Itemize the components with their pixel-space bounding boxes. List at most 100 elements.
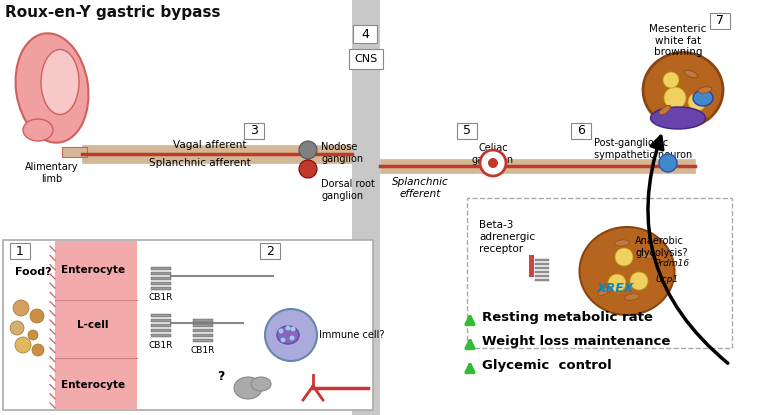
Text: 2: 2 xyxy=(266,244,274,257)
Text: Food?: Food? xyxy=(15,267,51,277)
FancyBboxPatch shape xyxy=(244,123,264,139)
Text: Splanchnic
efferent: Splanchnic efferent xyxy=(392,177,449,199)
Bar xyxy=(151,266,171,269)
Bar xyxy=(535,266,549,269)
Ellipse shape xyxy=(277,326,299,344)
Text: ?: ? xyxy=(217,369,225,383)
Circle shape xyxy=(291,327,295,332)
Circle shape xyxy=(659,154,677,172)
Bar xyxy=(82,145,352,163)
Text: Anaerobic
glycolysis?: Anaerobic glycolysis? xyxy=(635,236,687,258)
Circle shape xyxy=(28,330,38,340)
FancyBboxPatch shape xyxy=(10,243,30,259)
Bar xyxy=(151,318,171,322)
Text: CB1R: CB1R xyxy=(191,346,216,354)
Circle shape xyxy=(663,72,679,88)
Bar xyxy=(151,334,171,337)
Text: Celiac
ganglion: Celiac ganglion xyxy=(472,143,514,165)
Ellipse shape xyxy=(698,87,712,93)
FancyBboxPatch shape xyxy=(353,25,377,43)
Bar xyxy=(193,329,213,332)
Circle shape xyxy=(281,337,285,342)
FancyBboxPatch shape xyxy=(710,13,730,29)
Text: 3: 3 xyxy=(250,124,258,137)
FancyBboxPatch shape xyxy=(457,123,477,139)
Bar xyxy=(535,274,549,277)
Circle shape xyxy=(10,321,24,335)
Text: L-cell: L-cell xyxy=(77,320,109,330)
Text: 5: 5 xyxy=(463,124,471,137)
Circle shape xyxy=(299,141,317,159)
Bar xyxy=(151,286,171,290)
Circle shape xyxy=(289,335,295,340)
Ellipse shape xyxy=(614,240,630,246)
Bar xyxy=(193,339,213,342)
Text: Post-ganglionic
sympathetic neuron: Post-ganglionic sympathetic neuron xyxy=(594,138,693,160)
Text: Glycemic  control: Glycemic control xyxy=(482,359,612,371)
Text: Prdm16: Prdm16 xyxy=(655,259,690,268)
FancyBboxPatch shape xyxy=(3,240,373,410)
Bar xyxy=(529,255,534,277)
Text: Splanchnic afferent: Splanchnic afferent xyxy=(149,158,251,168)
Text: XREX: XREX xyxy=(596,283,634,295)
Bar xyxy=(151,329,171,332)
Bar xyxy=(380,159,695,173)
Text: 6: 6 xyxy=(577,124,585,137)
Ellipse shape xyxy=(624,294,640,300)
FancyBboxPatch shape xyxy=(571,123,591,139)
Circle shape xyxy=(630,272,648,290)
Circle shape xyxy=(664,87,686,109)
Text: CNS: CNS xyxy=(354,54,377,64)
Text: Vagal afferent: Vagal afferent xyxy=(173,140,247,150)
Ellipse shape xyxy=(638,251,652,259)
Circle shape xyxy=(615,248,633,266)
Circle shape xyxy=(488,158,498,168)
Ellipse shape xyxy=(650,107,706,129)
Text: Ucp1: Ucp1 xyxy=(655,274,678,283)
Text: Nodose
ganglion: Nodose ganglion xyxy=(321,142,363,164)
Bar xyxy=(193,318,213,322)
FancyBboxPatch shape xyxy=(467,198,732,348)
Bar xyxy=(535,278,549,281)
Text: 7: 7 xyxy=(716,15,724,27)
Circle shape xyxy=(278,329,284,334)
Text: Enterocyte: Enterocyte xyxy=(61,380,125,390)
Text: Dorsal root
ganglion: Dorsal root ganglion xyxy=(321,179,375,200)
Bar xyxy=(352,0,380,415)
Circle shape xyxy=(688,93,706,111)
Circle shape xyxy=(608,274,626,292)
Text: Enterocyte: Enterocyte xyxy=(61,265,125,275)
Text: Alimentary
limb: Alimentary limb xyxy=(25,162,79,183)
Bar xyxy=(535,259,549,261)
Bar xyxy=(151,281,171,285)
FancyBboxPatch shape xyxy=(260,243,280,259)
Circle shape xyxy=(299,160,317,178)
Circle shape xyxy=(285,325,291,330)
Bar xyxy=(151,313,171,317)
Bar xyxy=(535,263,549,265)
Text: 1: 1 xyxy=(16,244,24,257)
Text: Immune cell?: Immune cell? xyxy=(319,330,384,340)
Text: Beta-3
adrenergic
receptor: Beta-3 adrenergic receptor xyxy=(479,220,535,254)
Bar xyxy=(151,271,171,274)
FancyBboxPatch shape xyxy=(349,49,383,69)
Text: CB1R: CB1R xyxy=(149,293,173,303)
Ellipse shape xyxy=(41,49,79,115)
Circle shape xyxy=(30,309,44,323)
Text: Resting metabolic rate: Resting metabolic rate xyxy=(482,310,653,324)
Text: Mesenteric
white fat
browning: Mesenteric white fat browning xyxy=(650,24,706,57)
Ellipse shape xyxy=(15,33,88,143)
Circle shape xyxy=(13,300,29,316)
Ellipse shape xyxy=(693,90,713,106)
Ellipse shape xyxy=(598,286,611,295)
Ellipse shape xyxy=(23,119,53,141)
Ellipse shape xyxy=(659,105,671,115)
Text: Weight loss maintenance: Weight loss maintenance xyxy=(482,334,670,347)
Text: CB1R: CB1R xyxy=(149,340,173,349)
Bar xyxy=(193,334,213,337)
Ellipse shape xyxy=(234,377,262,399)
Circle shape xyxy=(32,344,44,356)
Bar xyxy=(535,271,549,273)
Circle shape xyxy=(15,337,31,353)
Bar xyxy=(62,147,87,157)
